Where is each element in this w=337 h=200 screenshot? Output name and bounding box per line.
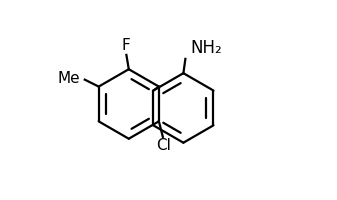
Text: F: F: [121, 38, 130, 53]
Text: Cl: Cl: [156, 138, 171, 153]
Text: NH₂: NH₂: [190, 39, 222, 57]
Text: Me: Me: [58, 71, 81, 86]
